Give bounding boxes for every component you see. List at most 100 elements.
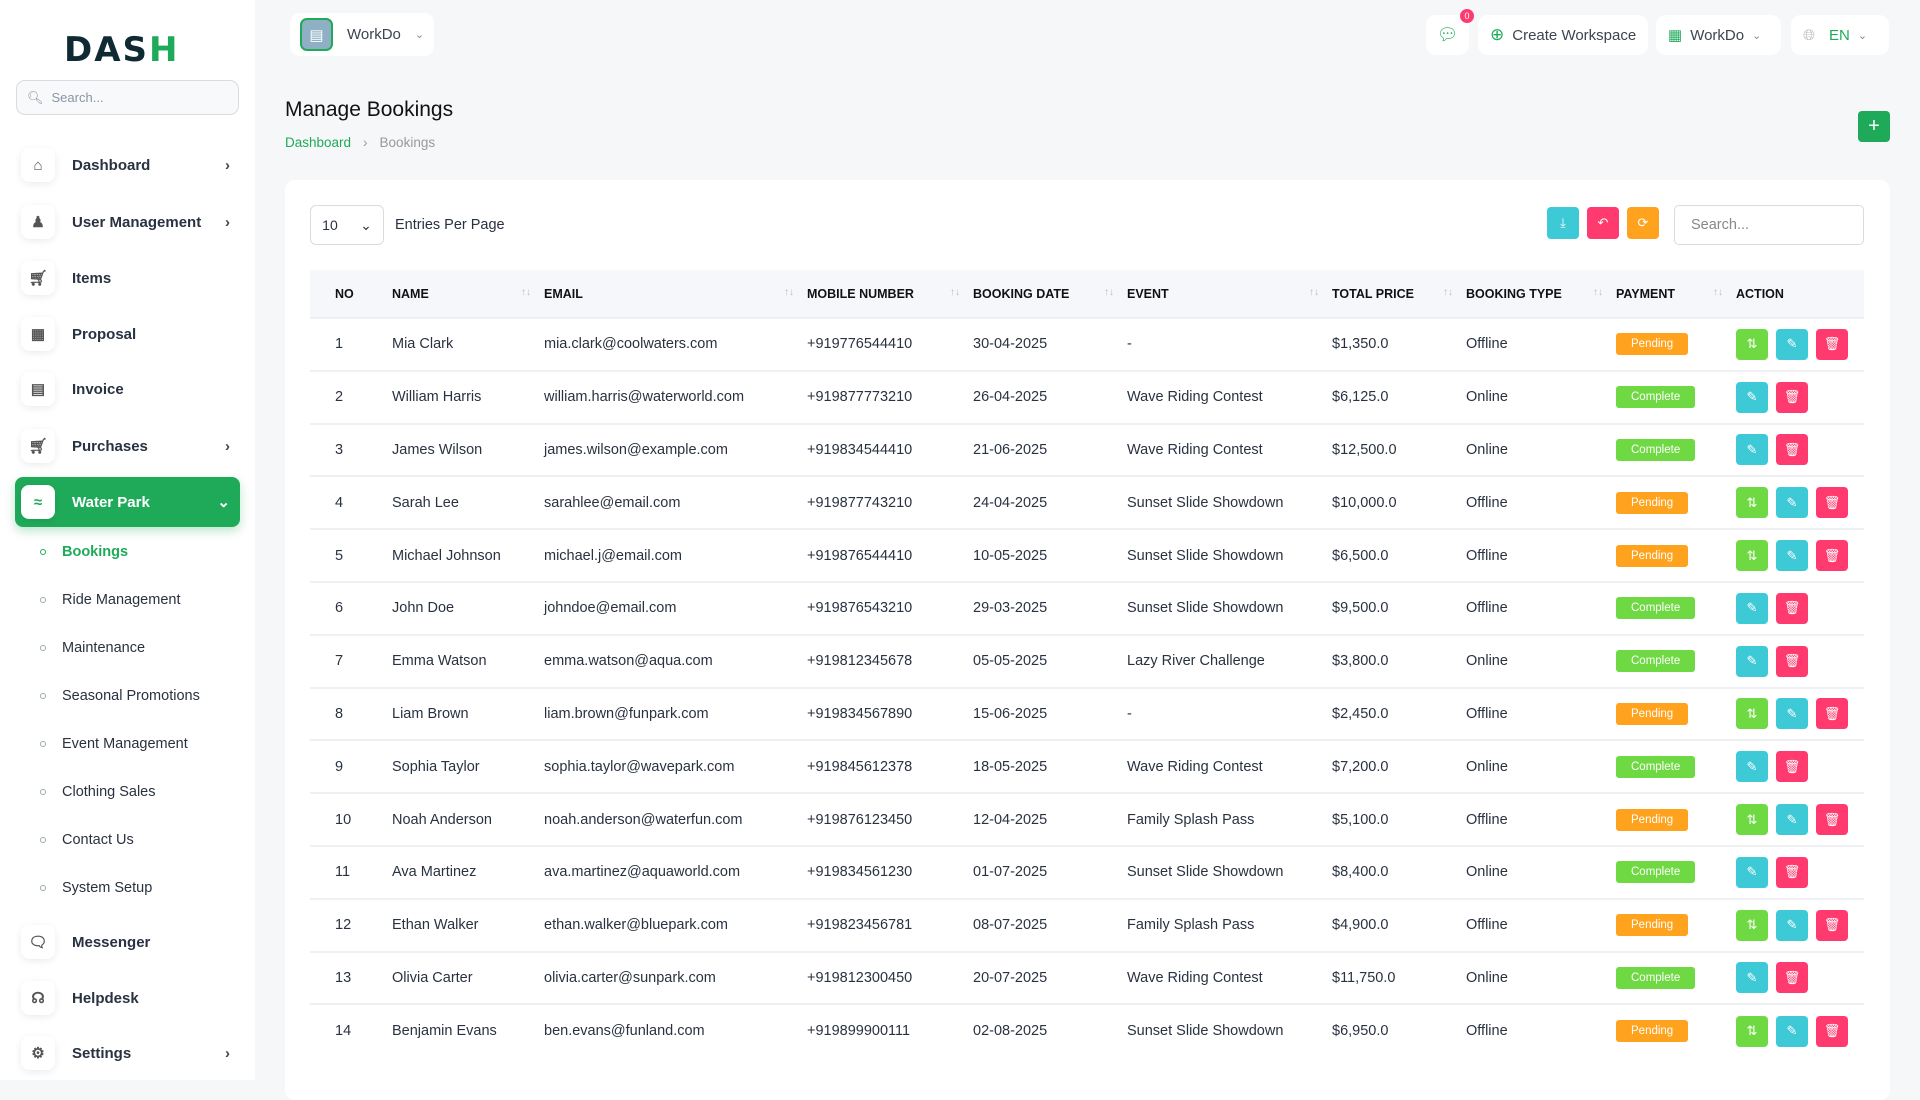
edit-button[interactable]: ✎: [1736, 962, 1768, 994]
sidebar-item-settings[interactable]: ⚙ Settings ›: [15, 1028, 240, 1078]
sidebar: DASH 🔍︎ Search... ⌂ Dashboard › ♟ User Manage…: [0, 0, 255, 1080]
chat-icon: 💬︎: [1436, 25, 1459, 44]
cell-mobile-number: +919776544410: [802, 317, 968, 371]
column-header-mobile-number[interactable]: MOBILE NUMBER ↑↓: [802, 270, 968, 318]
sort-icon: ↑↓: [521, 286, 531, 298]
cell-total-price: $9,500.0: [1327, 580, 1461, 635]
delete-button[interactable]: 🗑︎: [1816, 1015, 1848, 1047]
sidebar-item-helpdesk[interactable]: ☊ Helpdesk: [15, 973, 240, 1023]
home-icon: ⌂: [21, 148, 55, 182]
delete-button[interactable]: 🗑︎: [1776, 751, 1808, 783]
sidebar-item-messenger[interactable]: 🗨︎ Messenger: [15, 917, 240, 967]
change-status-button[interactable]: ⇅: [1736, 540, 1768, 572]
edit-button[interactable]: ✎: [1736, 381, 1768, 413]
delete-button[interactable]: 🗑︎: [1776, 592, 1808, 624]
sidebar-subitem-ride-management[interactable]: Ride Management: [40, 592, 181, 608]
table-search-input[interactable]: Search...: [1674, 205, 1864, 245]
delete-button[interactable]: 🗑︎: [1776, 962, 1808, 994]
table-row: 4 Sarah Lee sarahlee@email.com +91987774321…: [310, 475, 1864, 530]
sidebar-subitem-event-management[interactable]: Event Management: [40, 736, 188, 752]
delete-button[interactable]: 🗑︎: [1776, 381, 1808, 413]
cell-mobile-number: +919876123450: [802, 792, 968, 846]
sidebar-subitem-bookings[interactable]: Bookings: [40, 544, 128, 560]
pencil-icon: ✎: [1786, 547, 1798, 563]
trash-icon: 🗑︎: [1823, 1023, 1841, 1039]
edit-button[interactable]: ✎: [1736, 645, 1768, 677]
column-header-total-price[interactable]: TOTAL PRICE ↑↓: [1327, 270, 1461, 318]
workspace-dropdown[interactable]: ▦ WorkDo ⌄: [1656, 15, 1781, 55]
change-status-button[interactable]: ⇅: [1736, 804, 1768, 836]
export-button[interactable]: ⤓: [1547, 207, 1579, 239]
sidebar-subitem-seasonal-promotions[interactable]: Seasonal Promotions: [40, 688, 200, 704]
workspace-switcher[interactable]: ▤ WorkDo ⌄: [290, 13, 435, 56]
reload-button[interactable]: ⟳: [1627, 207, 1659, 239]
delete-button[interactable]: 🗑︎: [1816, 328, 1848, 360]
column-header-booking-type[interactable]: BOOKING TYPE ↑↓: [1461, 270, 1611, 318]
edit-button[interactable]: ✎: [1776, 909, 1808, 941]
sort-icon: ↑↓: [1593, 286, 1603, 298]
edit-button[interactable]: ✎: [1736, 751, 1768, 783]
column-header-payment[interactable]: PAYMENT ↑↓: [1611, 270, 1731, 318]
create-workspace-button[interactable]: ⊕ Create Workspace: [1478, 15, 1648, 55]
sidebar-item-invoice[interactable]: ▤ Invoice: [15, 364, 240, 414]
column-header-booking-date[interactable]: BOOKING DATE ↑↓: [968, 270, 1122, 318]
delete-button[interactable]: 🗑︎: [1816, 804, 1848, 836]
delete-button[interactable]: 🗑︎: [1816, 540, 1848, 572]
cell-name: Benjamin Evans: [387, 1003, 539, 1058]
bullet-icon: [40, 549, 46, 555]
breadcrumb-dashboard[interactable]: Dashboard: [285, 135, 352, 150]
trash-icon: 🗑︎: [1823, 494, 1841, 510]
sidebar-item-user-management[interactable]: ♟ User Management ›: [15, 197, 240, 247]
change-status-button[interactable]: ⇅: [1736, 698, 1768, 730]
table-row: 10 Noah Anderson noah.anderson@waterfun.co…: [310, 792, 1864, 846]
sidebar-item-water-park[interactable]: ≈ Water Park ⌄: [15, 477, 240, 527]
sidebar-item-purchases[interactable]: 🛒︎ Purchases ›: [15, 421, 240, 471]
delete-button[interactable]: 🗑︎: [1816, 909, 1848, 941]
sidebar-item-proposal[interactable]: ▦ Proposal: [15, 309, 240, 359]
column-header-event[interactable]: EVENT ↑↓: [1122, 270, 1327, 318]
edit-button[interactable]: ✎: [1776, 487, 1808, 519]
column-header-action[interactable]: ACTION: [1731, 270, 1864, 318]
sidebar-item-dashboard[interactable]: ⌂ Dashboard ›: [15, 140, 240, 190]
cell-booking-date: 02-08-2025: [968, 1003, 1122, 1058]
edit-button[interactable]: ✎: [1776, 328, 1808, 360]
cell-email: liam.brown@funpark.com: [539, 686, 802, 741]
edit-button[interactable]: ✎: [1736, 592, 1768, 624]
sync-icon: ⇅: [1746, 917, 1758, 933]
delete-button[interactable]: 🗑︎: [1776, 434, 1808, 466]
edit-button[interactable]: ✎: [1776, 1015, 1808, 1047]
delete-button[interactable]: 🗑︎: [1816, 698, 1848, 730]
change-status-button[interactable]: ⇅: [1736, 909, 1768, 941]
column-header-name[interactable]: NAME ↑↓: [387, 270, 539, 318]
column-header-email[interactable]: EMAIL ↑↓: [539, 270, 802, 318]
sidebar-search-input[interactable]: 🔍︎ Search...: [16, 80, 239, 115]
edit-button[interactable]: ✎: [1736, 856, 1768, 888]
sidebar-subitem-system-setup[interactable]: System Setup: [40, 880, 152, 896]
cell-booking-date: 24-04-2025: [968, 475, 1122, 530]
cell-no: 13: [310, 950, 387, 1005]
entries-per-page-select[interactable]: 10 ⌄: [310, 205, 384, 245]
delete-button[interactable]: 🗑︎: [1776, 645, 1808, 677]
delete-button[interactable]: 🗑︎: [1776, 856, 1808, 888]
edit-button[interactable]: ✎: [1776, 540, 1808, 572]
sidebar-subitem-clothing-sales[interactable]: Clothing Sales: [40, 784, 156, 800]
change-status-button[interactable]: ⇅: [1736, 487, 1768, 519]
change-status-button[interactable]: ⇅: [1736, 1015, 1768, 1047]
add-booking-button[interactable]: +: [1858, 111, 1890, 142]
messages-button[interactable]: 💬︎ 0: [1426, 9, 1474, 55]
change-status-button[interactable]: ⇅: [1736, 328, 1768, 360]
language-dropdown[interactable]: 🌐︎ EN ⌄: [1791, 15, 1889, 55]
edit-button[interactable]: ✎: [1776, 804, 1808, 836]
sidebar-item-items[interactable]: 🛒︎ Items: [15, 253, 240, 303]
sidebar-subitem-contact-us[interactable]: Contact Us: [40, 832, 134, 848]
reset-button[interactable]: ↶: [1587, 207, 1619, 239]
edit-button[interactable]: ✎: [1736, 434, 1768, 466]
column-header-no[interactable]: NO: [310, 270, 387, 318]
delete-button[interactable]: 🗑︎: [1816, 487, 1848, 519]
dash-logo[interactable]: DASH: [64, 30, 180, 70]
trash-icon: 🗑︎: [1783, 441, 1801, 457]
cell-total-price: $12,500.0: [1327, 422, 1461, 477]
edit-button[interactable]: ✎: [1776, 698, 1808, 730]
entries-per-page-label: Entries Per Page: [395, 217, 505, 233]
sidebar-subitem-maintenance[interactable]: Maintenance: [40, 640, 145, 656]
